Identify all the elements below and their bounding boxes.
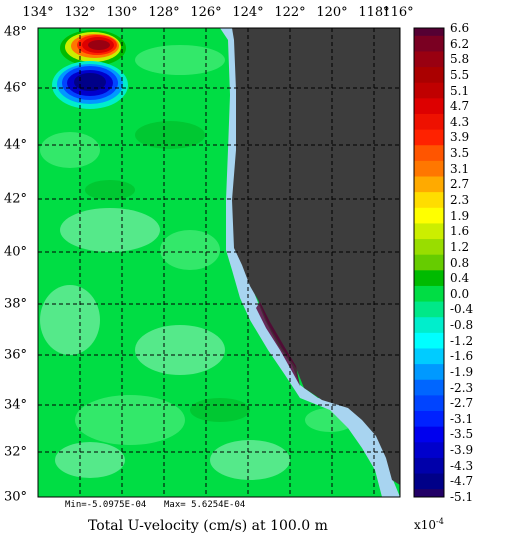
lon-label-124: 124° xyxy=(232,5,264,20)
colorbar-swatch xyxy=(414,395,444,412)
colorbar-label: -2.3 xyxy=(450,380,474,395)
lat-label-30: 30° xyxy=(4,489,28,505)
lat-label-44: 44° xyxy=(4,137,28,153)
grid-lines xyxy=(38,28,400,497)
lon-label-116: 116° xyxy=(382,5,414,20)
ocean-patches xyxy=(40,45,355,480)
lon-label-134: 134° xyxy=(22,5,54,20)
colorbar-swatch xyxy=(414,332,444,349)
lon-label-122: 122° xyxy=(274,5,306,20)
colorbar-label: -4.3 xyxy=(450,458,474,473)
colorbar-label: 0.8 xyxy=(450,255,470,270)
colorbar-swatch xyxy=(414,67,444,84)
colorbar-swatch xyxy=(414,457,444,475)
colorbar-swatch xyxy=(414,51,444,68)
colorbar-label: 1.6 xyxy=(450,224,470,239)
colorbar-label: 3.5 xyxy=(450,146,470,161)
colorbar-frame xyxy=(413,27,445,498)
lat-label-36: 36° xyxy=(4,347,28,363)
colorbar-label: 6.6 xyxy=(450,21,470,35)
lon-label-126: 126° xyxy=(190,5,222,20)
colorbar-label: -0.8 xyxy=(450,318,474,333)
colorbar-swatch xyxy=(414,176,444,193)
colorbar-swatch xyxy=(414,129,444,146)
colorbar-label: 1.2 xyxy=(450,239,470,254)
colorbar-swatch xyxy=(414,192,444,209)
colorbar-label: -0.4 xyxy=(450,302,474,317)
map-title: Total U-velocity (cm/s) at 100.0 m xyxy=(88,518,328,534)
lon-label-118: 118° xyxy=(358,5,390,20)
colorbar-label: -5.1 xyxy=(450,490,474,504)
colorbar-label: 1.9 xyxy=(450,208,470,223)
colorbar-label: 2.3 xyxy=(450,192,470,207)
colorbar-swatch xyxy=(414,98,444,115)
colorbar-label: -1.9 xyxy=(450,364,474,379)
colorbar-swatch xyxy=(414,489,444,498)
colorbar-label: 3.9 xyxy=(450,130,470,145)
colorbar-label: -3.5 xyxy=(450,427,474,442)
colorbar-swatch xyxy=(414,35,444,52)
colorbar-swatch xyxy=(414,113,444,131)
scale-factor: x10-4 xyxy=(414,517,444,532)
scale-exponent: -4 xyxy=(436,517,444,526)
colorbar-label: 4.7 xyxy=(450,99,470,114)
colorbar-label: 0.0 xyxy=(450,286,470,301)
colorbar-label: -1.2 xyxy=(450,333,474,348)
land-mass xyxy=(232,28,400,485)
colorbar-swatch xyxy=(414,254,444,271)
colorbar-label: -2.7 xyxy=(450,396,474,411)
colorbar-label: 5.5 xyxy=(450,67,470,82)
colorbar-swatch xyxy=(414,145,444,162)
colorbar-swatch xyxy=(414,82,444,99)
colorbar xyxy=(414,28,444,498)
colorbar-swatch xyxy=(414,28,444,37)
max-value: Max= 5.6254E-04 xyxy=(164,500,246,510)
colorbar-swatch xyxy=(414,364,444,381)
colorbar-swatch xyxy=(414,301,444,318)
colorbar-label: 2.7 xyxy=(450,177,470,192)
lon-label-132: 132° xyxy=(64,5,96,20)
colorbar-label: -3.9 xyxy=(450,443,474,458)
scale-base: x10 xyxy=(414,518,437,532)
colorbar-label: 0.4 xyxy=(450,271,470,286)
colorbar-swatch xyxy=(414,348,444,365)
colorbar-swatch xyxy=(414,223,444,240)
colorbar-label: 5.8 xyxy=(450,52,470,67)
lon-label-128: 128° xyxy=(148,5,180,20)
map-frame xyxy=(37,27,401,498)
colorbar-label: -1.6 xyxy=(450,349,474,364)
colorbar-swatch xyxy=(414,473,444,490)
colorbar-swatch xyxy=(414,160,444,178)
lat-label-38: 38° xyxy=(4,296,28,312)
colorbar-label: 3.1 xyxy=(450,161,470,176)
eddy-positive xyxy=(60,30,126,66)
colorbar-swatch xyxy=(414,285,444,303)
min-value: Min=-5.0975E-04 xyxy=(65,500,147,510)
colorbar-label: 5.1 xyxy=(450,83,470,98)
colorbar-swatch xyxy=(414,411,444,428)
colorbar-swatch xyxy=(414,442,444,459)
lat-label-48: 48° xyxy=(4,24,28,40)
colorbar-swatch xyxy=(414,317,444,334)
lat-label-32: 32° xyxy=(4,444,28,460)
colorbar-swatch xyxy=(414,239,444,256)
lat-label-40: 40° xyxy=(4,244,28,260)
colorbar-label: -3.1 xyxy=(450,411,474,426)
lon-label-130: 130° xyxy=(106,5,138,20)
lon-label-120: 120° xyxy=(316,5,348,20)
colorbar-swatch xyxy=(414,270,444,287)
lat-label-46: 46° xyxy=(4,80,28,96)
colorbar-swatch xyxy=(414,379,444,396)
colorbar-label: 4.3 xyxy=(450,114,470,129)
colorbar-label: -4.7 xyxy=(450,474,474,489)
colorbar-label: 6.2 xyxy=(450,36,470,51)
colorbar-swatch xyxy=(414,426,444,443)
lat-label-42: 42° xyxy=(4,191,28,207)
coastal-band xyxy=(256,302,300,386)
lat-label-34: 34° xyxy=(4,397,28,413)
colorbar-swatch xyxy=(414,207,444,224)
eddy-negative xyxy=(52,61,128,109)
